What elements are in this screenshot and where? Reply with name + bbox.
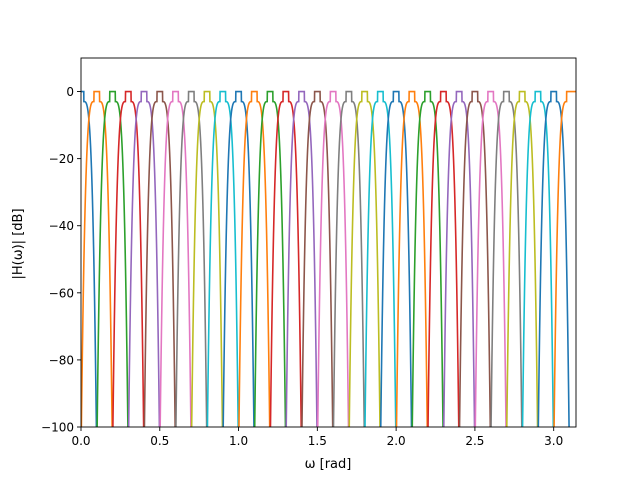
series-line-11 <box>238 90 271 427</box>
series-line-29 <box>521 90 555 427</box>
series-line-26 <box>474 90 507 427</box>
series-line-6 <box>159 90 192 427</box>
series-line-3 <box>112 90 145 427</box>
series-line-14 <box>285 90 318 427</box>
series-layer <box>81 90 576 427</box>
series-line-15 <box>301 90 334 427</box>
series-line-10 <box>222 90 255 427</box>
x-tick-label: 3.0 <box>544 434 563 448</box>
series-line-21 <box>395 90 429 427</box>
y-tick-label: −100 <box>41 421 74 435</box>
series-line-18 <box>348 90 381 427</box>
x-tick-label: 1.0 <box>229 434 248 448</box>
series-line-25 <box>458 90 492 427</box>
x-tick-label: 1.5 <box>308 434 327 448</box>
series-line-13 <box>269 90 302 427</box>
y-tick-label: −40 <box>49 219 74 233</box>
y-tick-label: 0 <box>66 85 74 99</box>
series-line-28 <box>506 90 539 427</box>
series-line-20 <box>379 90 413 427</box>
y-tick-label: −20 <box>49 152 74 166</box>
series-line-22 <box>411 90 444 427</box>
series-line-9 <box>206 90 239 427</box>
series-line-5 <box>143 90 176 427</box>
x-tick-label: 0.0 <box>71 434 90 448</box>
series-line-8 <box>190 90 224 427</box>
x-tick-label: 2.0 <box>387 434 406 448</box>
series-line-30 <box>537 90 570 427</box>
series-line-31 <box>553 90 576 427</box>
axes-frame <box>80 57 577 428</box>
y-tick-label: −80 <box>49 353 74 367</box>
x-axis-label: ω [rad] <box>305 457 352 472</box>
series-line-19 <box>364 90 397 427</box>
x-tick-label: 2.5 <box>465 434 484 448</box>
y-tick-label: −60 <box>49 286 74 300</box>
series-line-7 <box>175 90 208 427</box>
series-line-1 <box>81 90 113 427</box>
series-line-24 <box>442 90 476 427</box>
series-line-23 <box>427 90 460 427</box>
series-line-2 <box>96 90 129 427</box>
series-line-4 <box>127 90 161 427</box>
series-line-16 <box>316 90 350 427</box>
y-axis-label: |H(ω)| [dB] <box>11 208 26 279</box>
series-line-12 <box>253 90 287 427</box>
plot-frame <box>80 57 577 428</box>
x-tick-label: 0.5 <box>150 434 169 448</box>
axis-ticks: 0.0 0.5 1.0 1.5 2.0 2.5 3.0 0 −20 −40 −60 −80 −100 <box>41 85 563 448</box>
series-line-27 <box>490 90 523 427</box>
series-line-17 <box>332 90 366 427</box>
